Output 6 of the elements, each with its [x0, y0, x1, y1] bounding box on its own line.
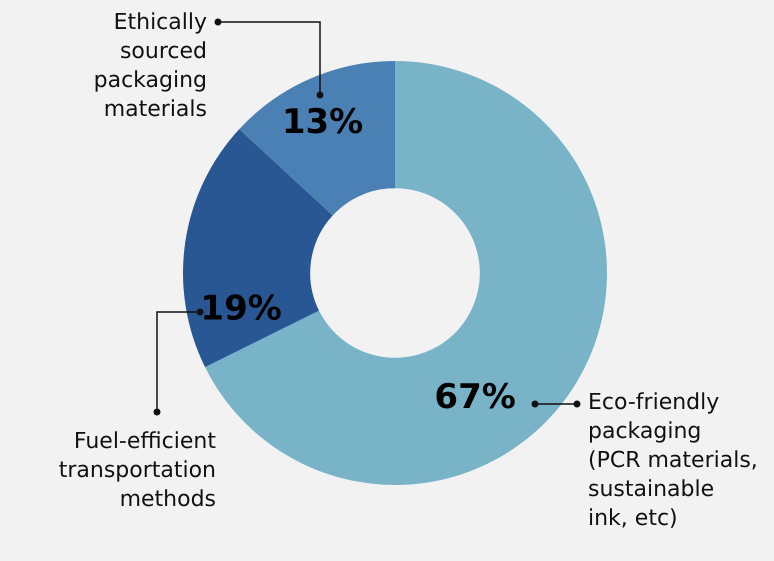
slice-label: Eco-friendly packaging (PCR materials, sustainable ink, etc) [588, 389, 758, 533]
data-label: 67% [434, 377, 516, 418]
slice-label: Ethically sourced packaging materials [92, 9, 207, 124]
data-label: 13% [282, 102, 364, 142]
slice-label: Fuel-efficient transportation methods [58, 428, 216, 514]
data-label: 19% [200, 288, 282, 329]
